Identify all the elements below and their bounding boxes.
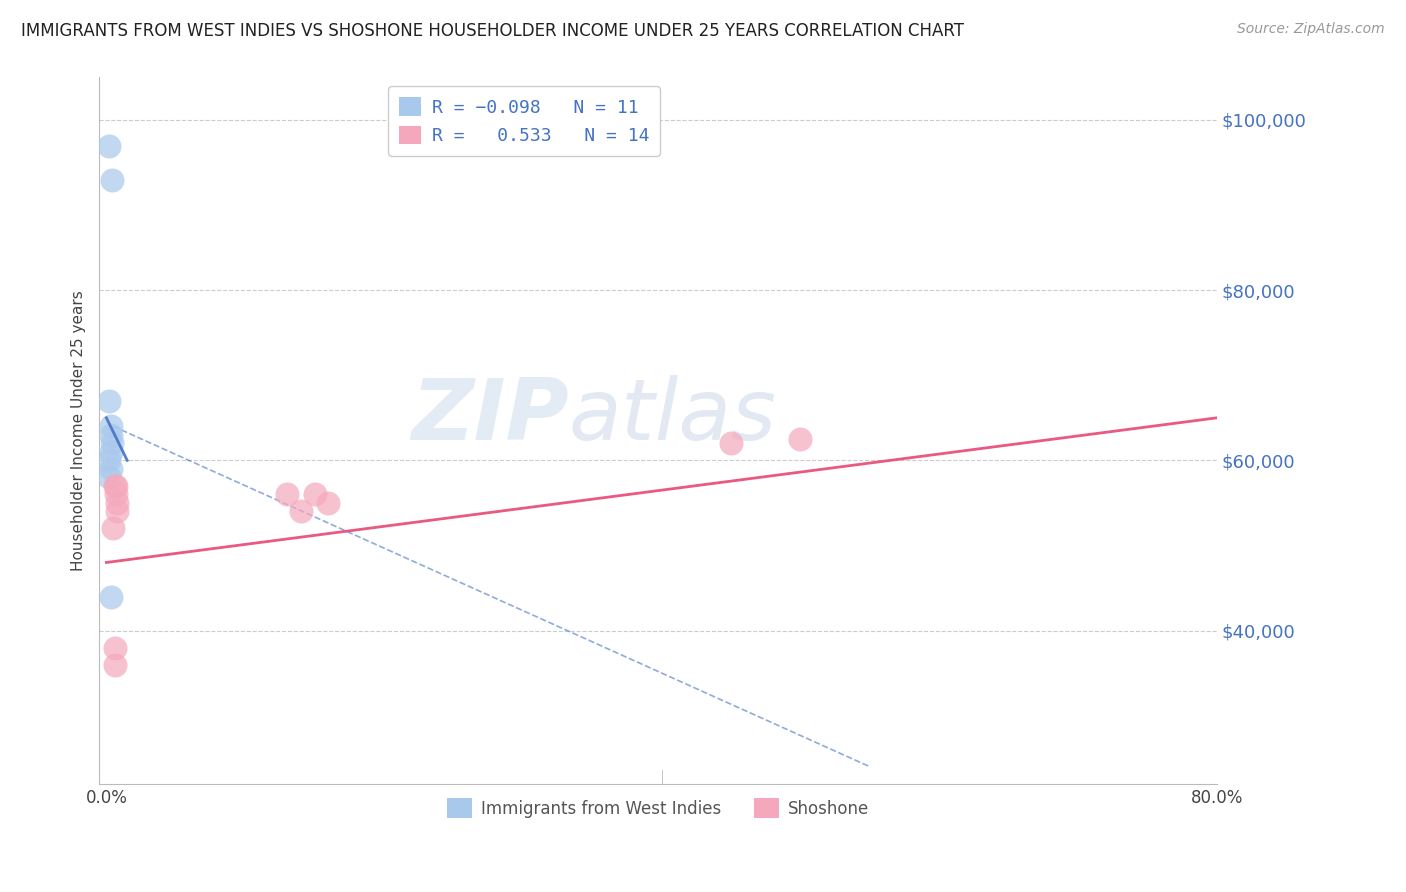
Legend: Immigrants from West Indies, Shoshone: Immigrants from West Indies, Shoshone [440, 791, 876, 825]
Point [101, 436, 124, 450]
Point [98, 453, 121, 467]
Point [104, 640, 127, 655]
Point [104, 479, 127, 493]
Point [100, 419, 122, 434]
Point [107, 504, 129, 518]
Point [107, 496, 129, 510]
Point [276, 487, 298, 501]
Point [104, 657, 127, 672]
Point [318, 496, 340, 510]
Point [304, 487, 326, 501]
Point [98, 393, 121, 408]
Text: Source: ZipAtlas.com: Source: ZipAtlas.com [1237, 22, 1385, 37]
Point [105, 487, 128, 501]
Text: ZIP: ZIP [411, 375, 569, 458]
Point [103, 521, 125, 535]
Point [105, 479, 128, 493]
Point [100, 462, 122, 476]
Point [789, 432, 811, 446]
Point [98, 138, 121, 153]
Point [101, 172, 124, 186]
Text: IMMIGRANTS FROM WEST INDIES VS SHOSHONE HOUSEHOLDER INCOME UNDER 25 YEARS CORREL: IMMIGRANTS FROM WEST INDIES VS SHOSHONE … [21, 22, 965, 40]
Point [100, 590, 122, 604]
Y-axis label: Householder Income Under 25 years: Householder Income Under 25 years [72, 290, 86, 571]
Point [100, 427, 122, 442]
Point [720, 436, 742, 450]
Text: atlas: atlas [569, 375, 776, 458]
Point [98, 470, 121, 484]
Point [290, 504, 312, 518]
Point [100, 445, 122, 459]
